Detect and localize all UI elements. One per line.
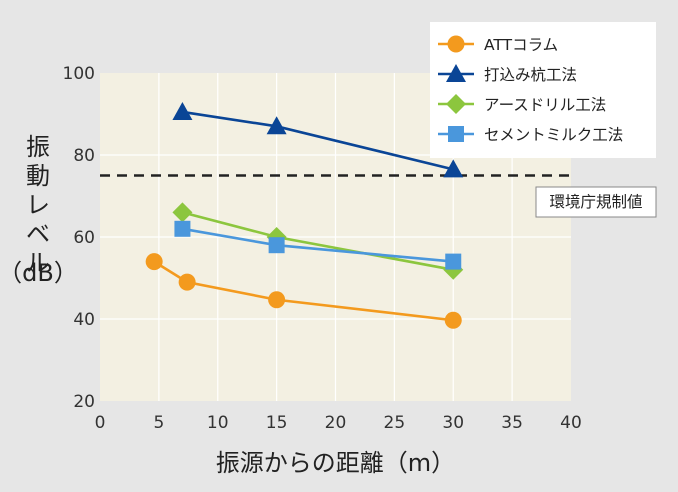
data-point: [145, 253, 163, 271]
y-axis-title-char: ル: [26, 249, 50, 277]
legend-marker: [446, 94, 466, 114]
data-point: [268, 237, 285, 254]
data-point: [178, 273, 196, 291]
data-point: [172, 202, 193, 223]
y-tick-label: 40: [73, 310, 95, 330]
series: [174, 220, 462, 270]
x-tick-label: 25: [384, 413, 406, 433]
reference-line-group: 環境庁規制値: [100, 174, 657, 218]
legend-marker: [446, 64, 466, 82]
data-point: [444, 311, 462, 329]
y-axis-title-char: 動: [26, 162, 50, 190]
y-axis-title-char: 振: [26, 133, 50, 161]
x-tick-label: 0: [95, 413, 106, 433]
y-tick-label: 60: [73, 228, 95, 248]
data-point: [268, 291, 286, 309]
reference-line-label: 環境庁規制値: [549, 192, 642, 211]
series: [172, 101, 464, 178]
legend-label: アースドリル工法: [484, 96, 606, 114]
data-point: [266, 116, 287, 135]
y-axis-title-char: ベ: [26, 220, 50, 248]
y-tick-label: 100: [63, 64, 95, 84]
series: [145, 253, 462, 329]
series-group: [145, 101, 464, 329]
x-tick-label: 20: [325, 413, 347, 433]
x-tick-label: 5: [153, 413, 164, 433]
data-point: [174, 220, 191, 237]
legend-marker: [447, 35, 465, 53]
x-axis-title: 振源からの距離（m）: [216, 449, 455, 477]
legend-marker: [448, 126, 464, 142]
data-point: [172, 101, 193, 120]
y-tick-label: 80: [73, 146, 95, 166]
y-axis-title-char: レ: [26, 191, 50, 219]
x-tick-label: 15: [266, 413, 288, 433]
legend-label: 打込み杭工法: [484, 66, 577, 84]
series-line: [153, 260, 454, 322]
x-tick-label: 30: [442, 413, 464, 433]
x-tick-label: 10: [207, 413, 229, 433]
axis-ticks: 0 5 10 15 20 25 30 35 40 20 40 60 80 100: [63, 64, 582, 433]
legend-label: セメントミルク工法: [484, 126, 623, 144]
legend-label: ATTコラム: [484, 36, 558, 54]
data-point: [443, 159, 464, 178]
y-tick-label: 20: [73, 392, 95, 412]
x-tick-label: 35: [501, 413, 523, 433]
x-tick-label: 40: [560, 413, 582, 433]
reference-label-box: [535, 186, 657, 218]
data-point: [445, 253, 462, 270]
y-axis-unit: （dB）: [0, 259, 78, 287]
